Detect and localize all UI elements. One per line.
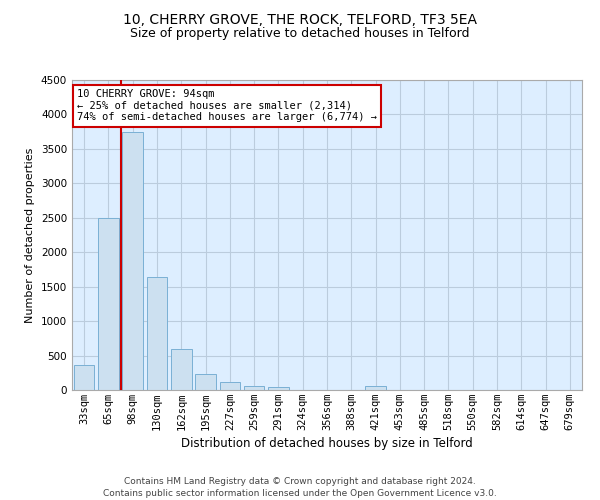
Bar	[98, 218, 119, 390]
Bar	[268, 387, 289, 390]
Bar	[244, 386, 265, 390]
Text: 10 CHERRY GROVE: 94sqm
← 25% of detached houses are smaller (2,314)
74% of semi-: 10 CHERRY GROVE: 94sqm ← 25% of detached…	[77, 90, 377, 122]
Text: Size of property relative to detached houses in Telford: Size of property relative to detached ho…	[130, 28, 470, 40]
Bar	[220, 382, 240, 390]
Bar	[171, 350, 191, 390]
Text: 10, CHERRY GROVE, THE ROCK, TELFORD, TF3 5EA: 10, CHERRY GROVE, THE ROCK, TELFORD, TF3…	[123, 12, 477, 26]
Bar	[365, 386, 386, 390]
X-axis label: Distribution of detached houses by size in Telford: Distribution of detached houses by size …	[181, 437, 473, 450]
Bar	[74, 364, 94, 390]
Y-axis label: Number of detached properties: Number of detached properties	[25, 148, 35, 322]
Bar	[195, 374, 216, 390]
Text: Contains HM Land Registry data © Crown copyright and database right 2024.
Contai: Contains HM Land Registry data © Crown c…	[103, 476, 497, 498]
Bar	[146, 277, 167, 390]
Bar	[122, 132, 143, 390]
